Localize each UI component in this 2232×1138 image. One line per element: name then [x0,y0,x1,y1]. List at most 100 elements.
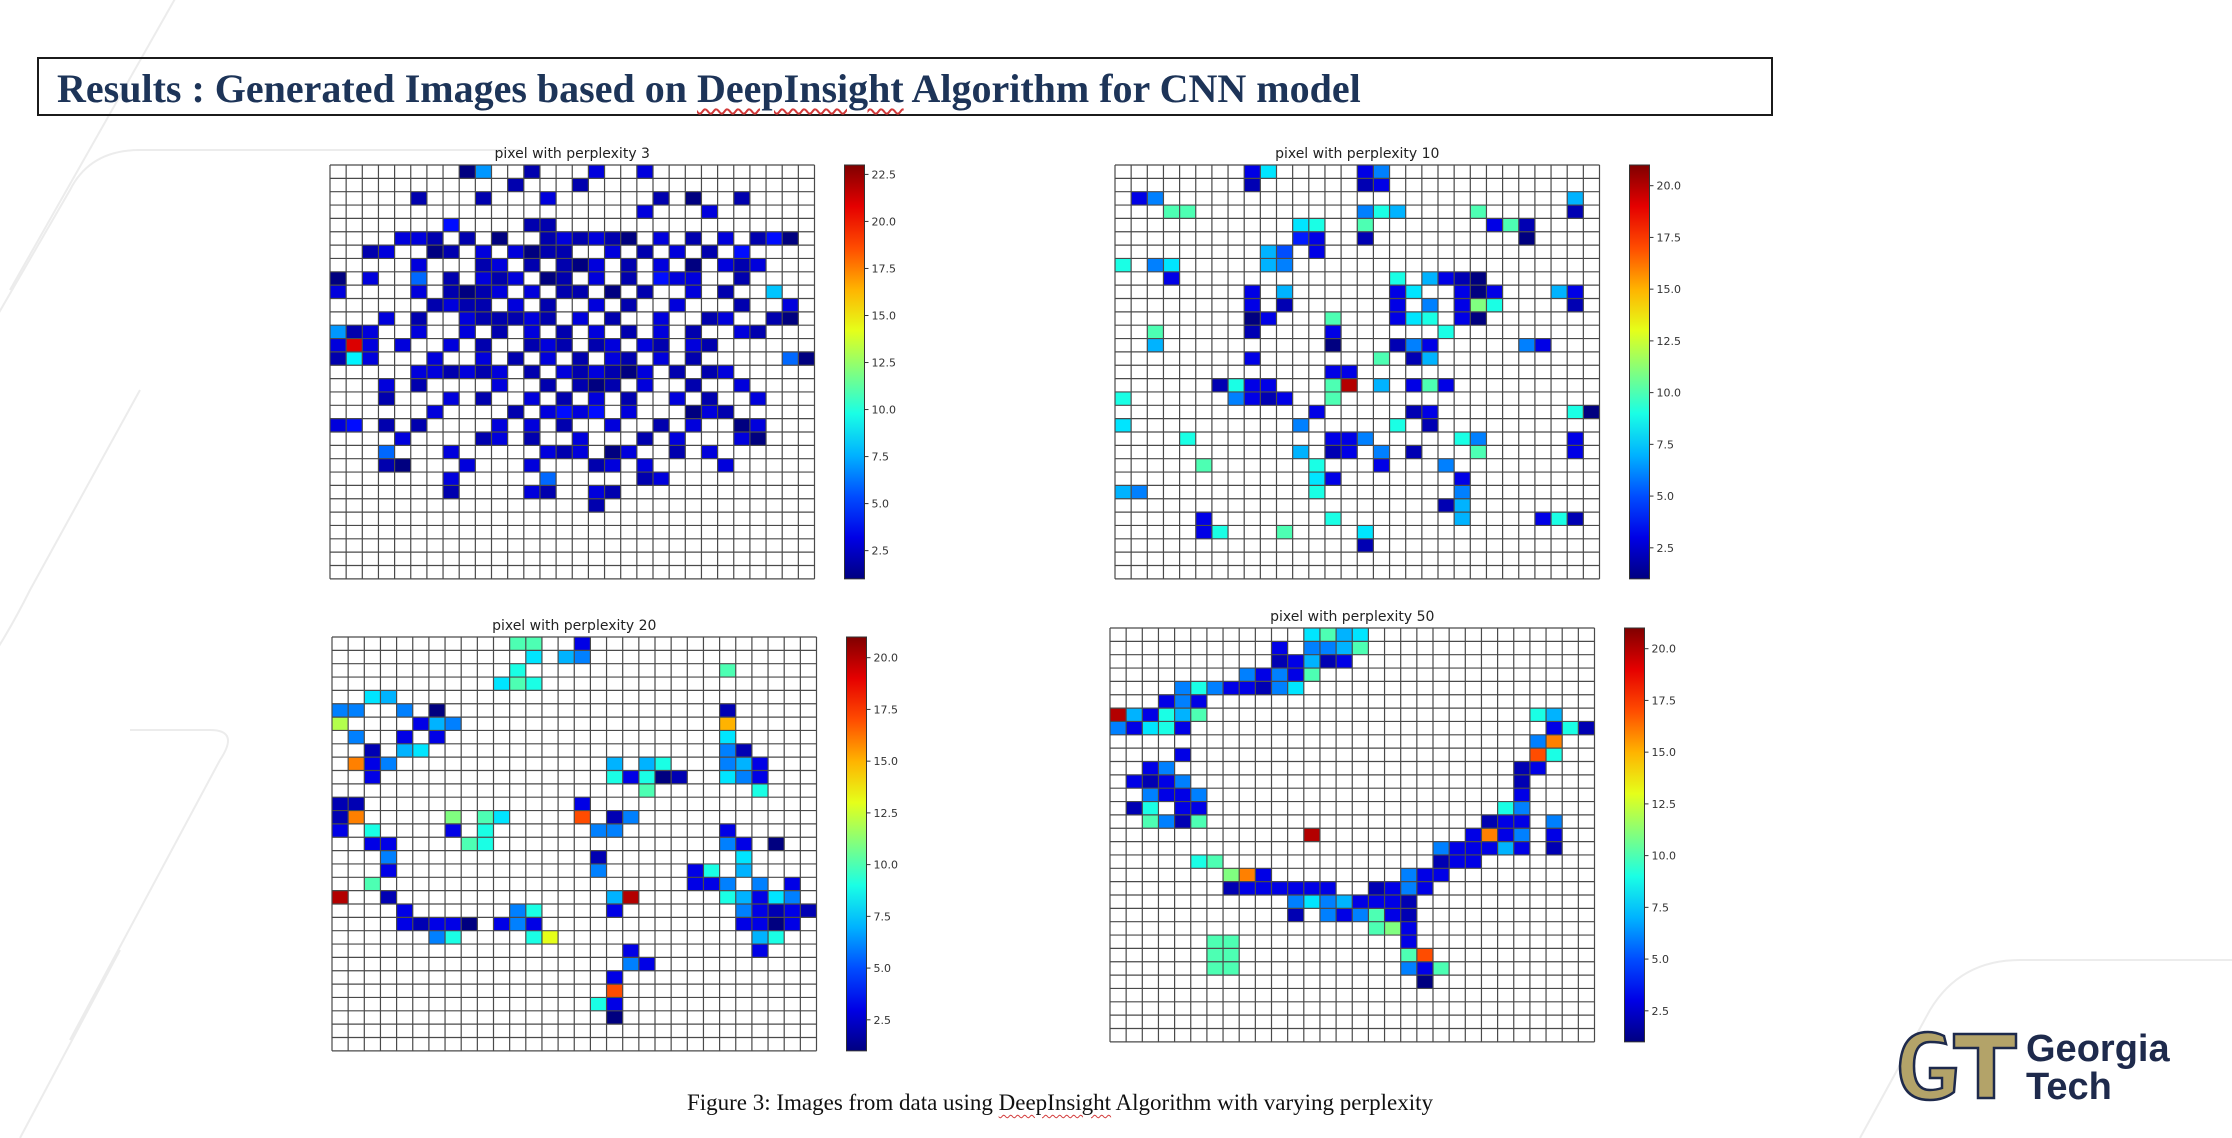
heatmap-cell [412,743,429,758]
heatmap-cell [426,231,444,246]
heatmap-cell [491,325,508,339]
heatmap-cell [604,245,621,259]
heatmap-cell [491,432,508,446]
heatmap-cell [523,365,540,379]
heatmap-cell [1324,472,1342,486]
heatmap-cell [719,770,736,784]
heatmap-cell [733,258,750,272]
heatmap-cell [572,405,589,419]
colorbar-tick-label: 5.0 [874,962,892,975]
colorbar-tick-label: 17.5 [1657,231,1682,244]
heatmap-cell [735,904,752,918]
heatmap-cell [782,298,799,312]
heatmap-cell [1518,231,1535,246]
heatmap-cell [653,351,670,366]
heatmap-cell [332,717,349,731]
heatmap-cell [1438,271,1455,286]
heatmap-cell [410,311,427,326]
chart-title: pixel with perplexity 3 [495,146,650,162]
heatmap-cell [332,810,349,824]
heatmap-cell [1147,338,1164,352]
grid-lines [329,164,816,580]
heatmap-cell [539,245,557,259]
heatmap-cell [443,445,460,459]
heatmap-cell [1513,841,1530,855]
heatmap-cell [1405,378,1422,392]
heatmap-cell [396,904,413,918]
heatmap-cell [1271,654,1288,669]
heatmap-cell [1583,405,1600,419]
heatmap-cell [749,391,767,406]
heatmap-cell [1260,378,1277,392]
heatmap-cell [410,378,427,392]
heatmap-cell [1513,761,1530,775]
heatmap-cell [1405,285,1422,299]
heatmap-cell [620,258,637,272]
heatmap-cell [588,298,605,312]
heatmap-cell [719,743,736,758]
heatmap-cell [539,271,557,286]
heatmap-cell [1373,351,1390,366]
heatmap-cell [1470,311,1487,326]
heatmap-cell [330,351,347,366]
heatmap-cell [1481,828,1498,842]
heatmap-cell [459,298,476,312]
heatmap-cell [1336,628,1353,642]
heatmap-cell [1260,311,1277,326]
heatmap-cell [1292,445,1309,459]
heatmap-cell [751,944,769,958]
heatmap-cell [1421,405,1438,419]
heatmap-cell [1513,774,1530,789]
heatmap-cell [1244,298,1261,312]
heatmap-cell [523,311,540,326]
heatmap-cell [396,730,413,744]
heatmap-cell [556,418,573,432]
heatmap-cell [655,770,672,784]
heatmap-cell [749,231,767,246]
heatmap-cell [1142,721,1159,735]
heatmap-cell [1433,854,1450,869]
chart-title: pixel with perplexity 20 [492,618,656,634]
heatmap-cell [410,191,427,206]
heatmap-cell [751,757,769,771]
heatmap-cell [475,365,492,379]
heatmap-cell [1308,485,1325,499]
heatmap-cell [1481,814,1498,829]
heatmap-cell [491,418,508,432]
heatmap-cell [556,365,573,379]
heatmap-cell [1244,378,1261,392]
heatmap-cell [1405,338,1422,352]
heatmap-cell [1389,271,1406,286]
heatmap-cell [1421,418,1438,432]
heatmap-cell [1336,641,1353,655]
colorbar-tick-label: 10.0 [874,859,899,872]
heatmap-cell [572,351,589,366]
heatmap-cell [1405,445,1422,459]
heatmap-cell [572,445,589,459]
colorbar-tick-label: 15.0 [872,309,897,322]
heatmap-cell [604,311,621,326]
heatmap-cell [539,311,557,326]
heatmap-cell [1276,525,1293,539]
grid-lines [331,636,818,1052]
heatmap-cell [461,837,478,851]
heatmap-cell [620,365,637,379]
heatmap-cell [491,271,508,286]
heatmap-cell [461,917,478,931]
heatmap-cell [1131,191,1148,206]
heatmap-cell [1174,721,1191,735]
heatmap-cell [1206,935,1224,949]
heatmap-cell [428,930,446,945]
heatmap-cell [428,717,446,731]
heatmap-cell [588,165,605,179]
heatmap-cell [620,351,637,366]
heatmap-cell [701,391,718,406]
heatmap-cell [509,637,526,651]
heatmap-cell [491,285,508,299]
heatmap-cell [604,351,621,366]
heatmap-cell [1303,881,1320,895]
heatmap-cell [330,285,347,299]
heatmap-cell [671,770,688,784]
heatmap-cell [539,485,557,499]
heatmap-cell [475,285,492,299]
